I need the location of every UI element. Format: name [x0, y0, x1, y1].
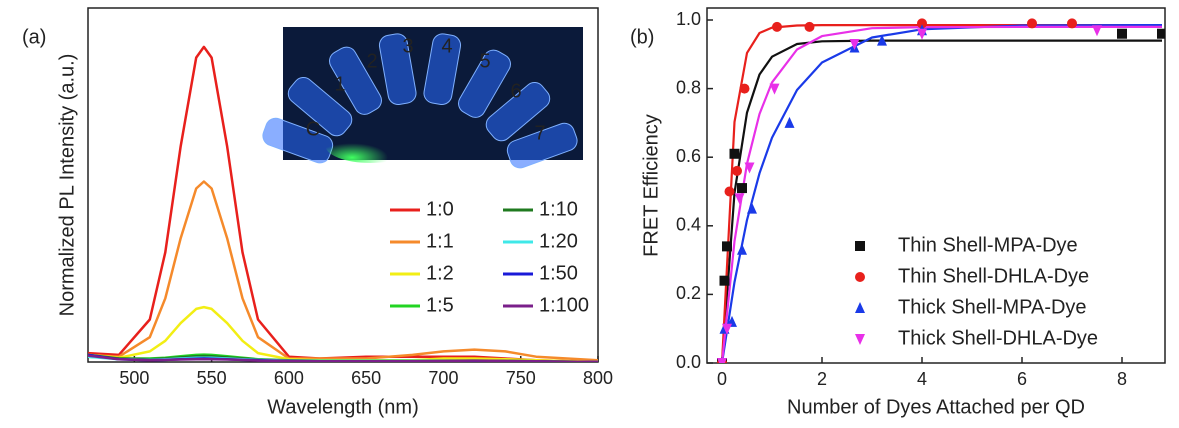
y-tick-label: 0.8	[676, 77, 701, 97]
legend-label: 1:1	[426, 230, 454, 252]
inset-label: C	[306, 118, 320, 140]
data-point	[744, 162, 755, 174]
data-point	[1092, 25, 1102, 37]
x-tick-label: 8	[1117, 369, 1127, 389]
data-point	[849, 39, 860, 51]
x-tick-label: 6	[1017, 369, 1027, 389]
x-tick-label: 650	[351, 368, 381, 388]
legend-label: Thin Shell-DHLA-Dye	[898, 265, 1089, 287]
data-point	[1117, 28, 1127, 39]
y-tick-label: 1.0	[676, 9, 701, 29]
tube	[458, 49, 511, 118]
legend-label: 1:50	[539, 262, 578, 284]
tube	[485, 82, 551, 142]
data-point	[877, 34, 887, 46]
legend-marker	[855, 334, 865, 345]
legend-label: Thin Shell-MPA-Dye	[898, 234, 1078, 256]
data-point	[719, 275, 730, 286]
tube	[378, 33, 417, 106]
y-tick-label: 0.0	[676, 352, 701, 372]
data-point	[1027, 18, 1037, 29]
tube	[329, 46, 382, 115]
plot-area	[88, 45, 598, 362]
legend-label: 1:100	[539, 294, 589, 316]
data-point	[724, 186, 735, 197]
inset-label: 7	[534, 122, 545, 144]
data-point	[717, 358, 727, 363]
y-tick-label: 0.6	[676, 146, 701, 166]
data-point	[917, 18, 927, 29]
data-point	[734, 193, 745, 205]
y-tick-label: 0.4	[676, 215, 701, 235]
inset-label: 1	[334, 73, 345, 95]
legend-label: 1:5	[426, 294, 454, 316]
fit-line	[720, 39, 1162, 363]
inset-label: 3	[402, 35, 413, 57]
x-tick-label: 700	[428, 368, 458, 388]
fit-line	[720, 24, 1162, 363]
inset-label: 4	[441, 35, 452, 57]
x-tick-label: 2	[817, 369, 827, 389]
inset-label: 2	[366, 50, 377, 72]
series-line	[88, 180, 598, 362]
legend-marker	[855, 272, 865, 282]
data-point	[722, 241, 732, 252]
series-line	[88, 45, 598, 362]
x-tick-label: 800	[583, 368, 613, 388]
legend-label: 1:0	[426, 198, 454, 220]
inset-label: 6	[510, 80, 521, 102]
legend-label: 1:20	[539, 230, 578, 252]
data-point	[804, 21, 815, 32]
x-axis-label: Number of Dyes Attached per QD	[787, 396, 1085, 418]
panel-label: (a)	[22, 26, 46, 48]
data-point	[737, 183, 747, 194]
data-point	[722, 323, 732, 335]
x-tick-label: 0	[717, 369, 727, 389]
plot-area	[717, 18, 1165, 363]
x-tick-label: 600	[274, 368, 304, 388]
data-point	[1067, 18, 1077, 29]
inset-label: 5	[479, 50, 490, 72]
legend-label: 1:10	[539, 198, 578, 220]
data-point	[769, 83, 780, 95]
plot-frame	[706, 7, 1166, 364]
data-point	[747, 202, 757, 214]
tube	[506, 122, 578, 169]
data-point	[732, 165, 742, 176]
x-tick-label: 500	[119, 368, 149, 388]
tube-glow	[325, 127, 415, 163]
tube	[423, 33, 462, 106]
legend-label: Thick Shell-MPA-Dye	[898, 296, 1087, 318]
y-tick-label: 0.2	[676, 283, 701, 303]
panel-label: (b)	[630, 26, 654, 48]
data-point	[1157, 28, 1165, 39]
legend-marker	[855, 241, 865, 251]
x-tick-label: 550	[197, 368, 227, 388]
series-line	[88, 354, 598, 362]
tube	[287, 77, 353, 137]
x-axis-label: Wavelength (nm)	[267, 396, 419, 418]
legend-label: 1:2	[426, 262, 454, 284]
data-point	[739, 83, 750, 94]
data-point	[917, 28, 927, 40]
data-point	[784, 116, 795, 128]
legend-label: Thick Shell-DHLA-Dye	[898, 327, 1098, 349]
y-axis-label: FRET Efficiency	[640, 114, 662, 257]
x-tick-label: 750	[506, 368, 536, 388]
data-point	[729, 148, 740, 159]
y-axis-label: Normalized PL Intensity (a.u.)	[56, 54, 78, 317]
data-point	[737, 243, 747, 255]
legend-marker	[855, 302, 865, 313]
series-line	[88, 305, 598, 362]
data-point	[772, 21, 782, 32]
x-tick-label: 4	[917, 369, 927, 389]
